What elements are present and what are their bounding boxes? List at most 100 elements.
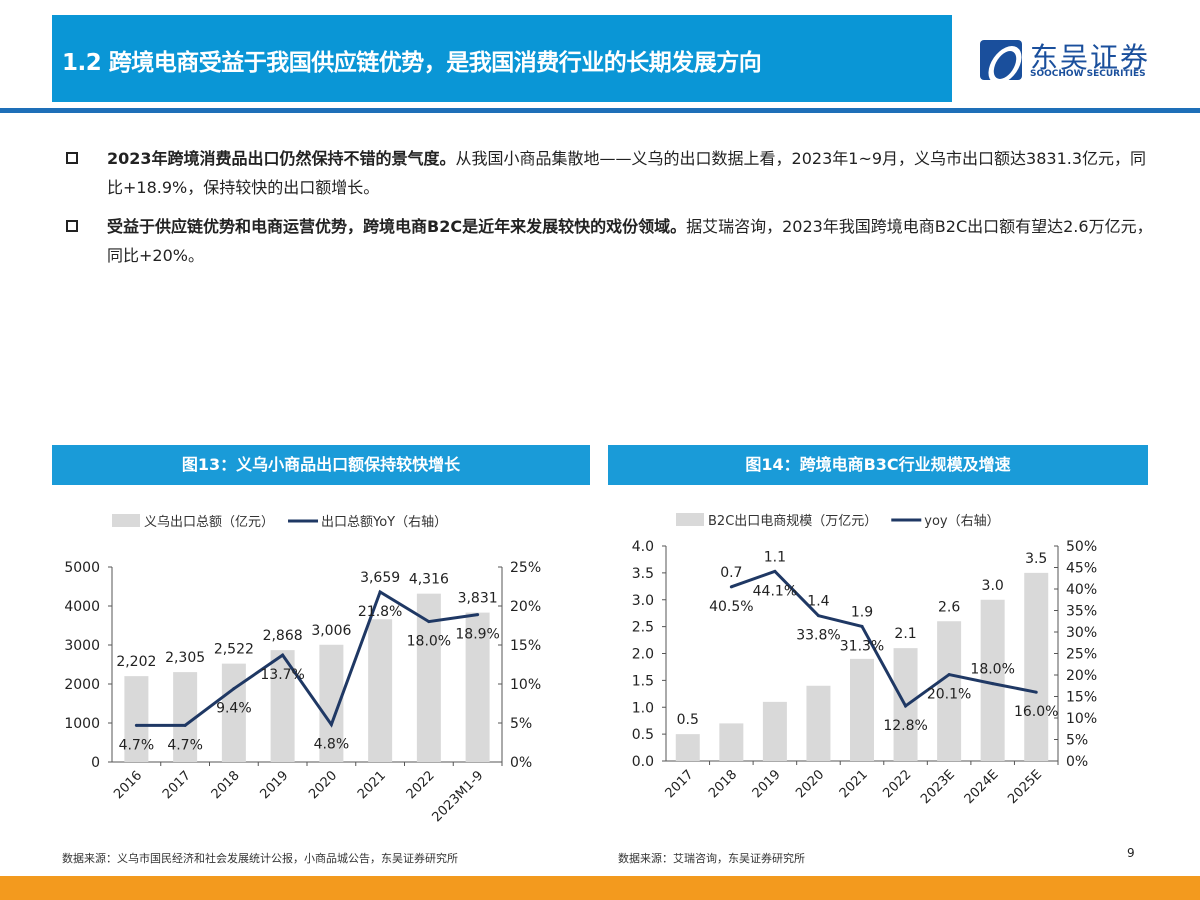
y2-tick-label: 10%: [510, 677, 541, 693]
chart-title-13: 图13：义乌小商品出口额保持较快增长: [52, 445, 590, 485]
yoy-point: [329, 723, 333, 727]
bullet-2: 受益于供应链优势和电商运营优势，跨境电商B2C是近年来发展较快的戏份领域。据艾瑞…: [66, 212, 1156, 270]
y-tick-label: 0.0: [632, 754, 654, 770]
yoy-point: [476, 613, 480, 617]
x-tick-label: 2021: [355, 768, 389, 802]
y-tick-label: 4000: [64, 599, 100, 615]
bullet-list: 2023年跨境消费品出口仍然保持不错的景气度。从我国小商品集散地——义乌的出口数…: [66, 144, 1156, 280]
logo-cn: 东吴证券: [1030, 41, 1151, 74]
legend-bar-label: 义乌出口总额（亿元）: [144, 514, 274, 530]
bar-value-label: 1.4: [807, 594, 829, 610]
y2-tick-label: 15%: [1066, 690, 1097, 706]
y2-tick-label: 20%: [510, 599, 541, 615]
yoy-point: [1034, 690, 1038, 694]
y2-tick-label: 20%: [1066, 668, 1097, 684]
legend-line-label: 出口总额YoY（右轴）: [321, 515, 447, 530]
bar-value-label: 2.6: [938, 599, 960, 615]
bar: [980, 599, 1005, 761]
chart-title-14: 图14：跨境电商B3C行业规模及增速: [608, 445, 1148, 485]
legend-bar-label: B2C出口电商规模（万亿元）: [708, 514, 877, 529]
yoy-point: [773, 569, 777, 573]
x-tick-label: 2024E: [962, 767, 1002, 807]
yoy-point: [816, 614, 820, 618]
x-tick-label: 2016: [111, 768, 145, 802]
x-tick-label: 2017: [663, 767, 697, 801]
y2-tick-label: 25%: [510, 560, 541, 576]
page-title: 1.2 跨境电商受益于我国供应链优势，是我国消费行业的长期发展方向: [62, 50, 762, 76]
y2-tick-label: 40%: [1066, 582, 1097, 598]
bar: [937, 621, 962, 761]
bar: [124, 676, 149, 762]
y-tick-label: 1.0: [632, 700, 654, 716]
yoy-point: [183, 723, 187, 727]
y2-tick-label: 10%: [1066, 711, 1097, 727]
x-tick-label: 2020: [793, 767, 827, 801]
y-tick-label: 2000: [64, 677, 100, 693]
x-tick-label: 2023E: [918, 767, 958, 807]
yoy-value-label: 13.7%: [260, 667, 304, 683]
y-tick-label: 4.0: [632, 539, 654, 555]
bar: [221, 663, 246, 762]
x-tick-label: 2021: [837, 767, 871, 801]
bar-value-label: 4,316: [409, 572, 449, 588]
bar: [762, 701, 787, 761]
x-tick-label: 2022: [880, 767, 914, 801]
soochow-logo: 东吴证券 SOOCHOW SECURITIES: [980, 36, 1160, 86]
bullet-bold: 2023年跨境消费品出口仍然保持不错的景气度。: [107, 149, 456, 168]
yoy-value-label: 21.8%: [358, 604, 402, 620]
yoy-point: [232, 687, 236, 691]
bullet-text: 从我国小商品集散地——义乌的出口数据上看，2023年1~9月，义乌市出口额达38…: [107, 149, 1147, 197]
yoy-value-label: 4.8%: [314, 737, 350, 753]
source-14: 数据来源：艾瑞咨询，东吴证券研究所: [618, 852, 805, 865]
x-tick-label: 2019: [750, 767, 784, 801]
yoy-value-label: 18.0%: [970, 662, 1014, 678]
bar-value-label: 0.5: [677, 712, 699, 728]
bar: [806, 685, 831, 761]
yoy-value-label: 9.4%: [216, 701, 252, 717]
yoy-value-label: 33.8%: [796, 628, 840, 644]
x-tick-label: 2020: [306, 768, 340, 802]
bar-value-label: 2,522: [214, 642, 254, 658]
yoy-point: [378, 590, 382, 594]
legend-line-label: yoy（右轴）: [924, 514, 999, 529]
yoy-line: [730, 569, 1037, 709]
bar: [368, 619, 393, 762]
header-rule: [0, 108, 1200, 113]
y-tick-label: 1.5: [632, 673, 654, 689]
page-number: 9: [1127, 846, 1135, 860]
footer-bar: [0, 876, 1200, 900]
bar: [465, 612, 490, 762]
y2-tick-label: 5%: [510, 716, 532, 732]
yoy-value-label: 18.9%: [455, 627, 499, 643]
bar-value-label: 2,305: [165, 650, 205, 666]
bar-value-label: 2,868: [263, 628, 303, 644]
yoy-value-label: 40.5%: [709, 599, 753, 615]
yoy-point: [281, 653, 285, 657]
x-tick-label: 2023M1-9: [429, 768, 486, 825]
y-tick-label: 3.5: [632, 566, 654, 582]
y2-tick-label: 30%: [1066, 625, 1097, 641]
bar-value-label: 3,831: [458, 591, 498, 607]
yoy-value-label: 44.1%: [753, 583, 797, 599]
y-tick-label: 3.0: [632, 593, 654, 609]
y-tick-label: 5000: [64, 560, 100, 576]
checkbox-bullet-icon: [66, 152, 78, 164]
bar-value-label: 2.1: [894, 626, 916, 642]
bar: [719, 723, 744, 761]
yoy-point: [427, 620, 431, 624]
x-tick-label: 2025E: [1005, 767, 1045, 807]
yoy-point: [947, 673, 951, 677]
y-tick-label: 2.5: [632, 620, 654, 636]
bar: [675, 734, 700, 761]
yoy-value-label: 16.0%: [1014, 704, 1058, 720]
yoy-point: [134, 723, 138, 727]
x-tick-label: 2019: [257, 768, 291, 802]
bar-value-label: 1.9: [851, 604, 873, 620]
x-tick-label: 2018: [706, 767, 740, 801]
bullet-text: 据艾瑞咨询，2023年我国跨境电商B2C出口额有望达2.6万亿元，同比+20%。: [107, 217, 1153, 265]
source-13: 数据来源：义乌市国民经济和社会发展统计公报，小商品城公告，东吴证券研究所: [62, 852, 458, 865]
yoy-value-label: 31.3%: [840, 638, 884, 654]
bar-value-label: 2,202: [116, 654, 156, 670]
header-banner: 1.2 跨境电商受益于我国供应链优势，是我国消费行业的长期发展方向: [52, 15, 952, 102]
